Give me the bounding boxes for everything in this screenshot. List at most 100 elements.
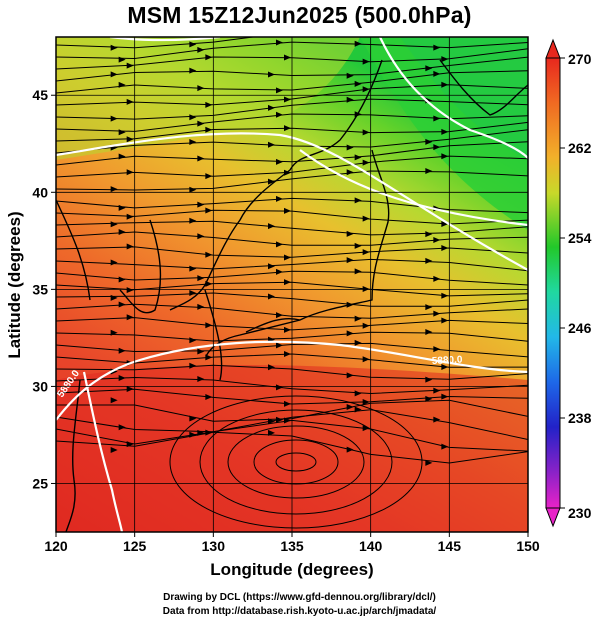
flow-arrow [284, 207, 291, 214]
flow-arrow [197, 233, 205, 240]
flow-arrow [425, 257, 433, 264]
flow-arrow [276, 384, 283, 391]
flow-arrow [189, 217, 197, 224]
x-tick-label: 145 [438, 538, 462, 554]
flow-arrow [425, 65, 433, 72]
flow-arrow [189, 67, 197, 74]
colorbar-label: 254 [568, 230, 592, 246]
flow-arrow [126, 136, 134, 143]
flow-arrow [425, 27, 432, 33]
flow-arrow [268, 263, 275, 270]
colorbar-bottom-arrow [545, 507, 561, 528]
flow-arrow [354, 154, 362, 161]
flow-arrow [433, 416, 441, 423]
flow-arrow [189, 290, 197, 297]
flow-arrow [362, 215, 370, 222]
flow-arrow [110, 329, 118, 336]
flow-arrow [362, 129, 370, 136]
flow-arrow [354, 197, 362, 204]
flow-arrow [197, 120, 205, 127]
flow-arrow [197, 201, 205, 208]
flow-arrow [284, 279, 291, 286]
y-tick-label: 30 [32, 378, 48, 394]
flow-arrow [118, 424, 126, 431]
credit-data: Data from http://database.rish.kyoto-u.a… [162, 606, 437, 617]
flow-arrow [118, 81, 126, 88]
flow-arrow [346, 72, 354, 79]
x-axis-ticks: 120 125 130 135 140 145 150 [44, 532, 540, 554]
y-tick-label: 45 [32, 87, 48, 103]
colorbar-label: 230 [568, 505, 592, 521]
flow-arrow [346, 169, 354, 176]
flow-arrow [126, 386, 134, 393]
flow-arrow [441, 244, 449, 251]
flow-arrow [441, 317, 449, 324]
contour-5880 [56, 37, 528, 532]
flow-arrow [118, 129, 126, 136]
colorbar-scale [545, 57, 561, 509]
flow-arrow [433, 144, 441, 151]
x-tick-label: 150 [516, 538, 540, 554]
flow-arrow [346, 230, 354, 237]
flow-arrow [284, 96, 291, 103]
flow-arrow [189, 265, 197, 272]
anticyclone-swirl [169, 395, 423, 529]
flow-arrow [433, 237, 441, 244]
flow-arrow [110, 397, 118, 404]
flow-arrow [118, 153, 126, 160]
flow-arrow [362, 399, 370, 406]
flow-arrow [433, 44, 441, 51]
flow-arrow [346, 144, 354, 151]
flow-arrow [205, 322, 213, 329]
flow-arrow [425, 395, 433, 402]
flow-arrow [276, 195, 283, 202]
flow-arrow [189, 431, 197, 438]
flow-arrow [354, 339, 362, 346]
flow-arrow [276, 158, 283, 165]
flow-arrow [425, 376, 433, 383]
flow-arrow [284, 54, 291, 61]
flow-arrow [276, 87, 283, 94]
flow-arrow [425, 167, 433, 174]
flow-arrow [284, 400, 291, 407]
y-axis-label: Latitude (degrees) [5, 211, 24, 358]
flow-arrow [110, 186, 118, 193]
flow-arrow [441, 220, 449, 227]
flow-arrow [205, 101, 213, 108]
flow-arrow [346, 257, 354, 264]
flow-arrow [268, 293, 275, 300]
flow-arrow [276, 241, 283, 248]
flow-arrow [354, 390, 362, 397]
y-tick-label: 25 [32, 475, 48, 491]
flow-arrow [126, 98, 134, 105]
flow-arrow [268, 223, 275, 230]
flow-arrow [276, 416, 283, 423]
flow-arrow [268, 141, 275, 148]
flow-arrow [110, 115, 118, 122]
flow-arrow [284, 326, 291, 333]
flow-arrow [425, 138, 433, 145]
page-title: MSM 15Z12Jun2025 (500.0hPa) [127, 2, 472, 28]
flow-arrow [126, 287, 134, 294]
flow-arrow [284, 254, 291, 261]
flow-arrow [118, 276, 126, 283]
flow-arrow [354, 40, 362, 47]
flow-arrow [362, 249, 370, 256]
flow-arrow [126, 62, 134, 69]
flow-arrow [284, 350, 291, 357]
flow-arrow [205, 54, 213, 61]
flow-arrow [276, 111, 283, 118]
flow-arrow [441, 153, 449, 160]
flow-arrow [425, 304, 433, 311]
flow-arrow [441, 443, 449, 450]
flow-arrow [346, 372, 354, 379]
flow-arrow [205, 207, 213, 214]
flow-arrow [110, 44, 118, 51]
flow-arrow [268, 104, 275, 111]
flow-arrow [354, 315, 362, 322]
flow-arrow [197, 275, 205, 282]
flow-arrow [425, 459, 433, 466]
flow-arrow [205, 393, 213, 400]
flow-arrow [276, 342, 283, 349]
